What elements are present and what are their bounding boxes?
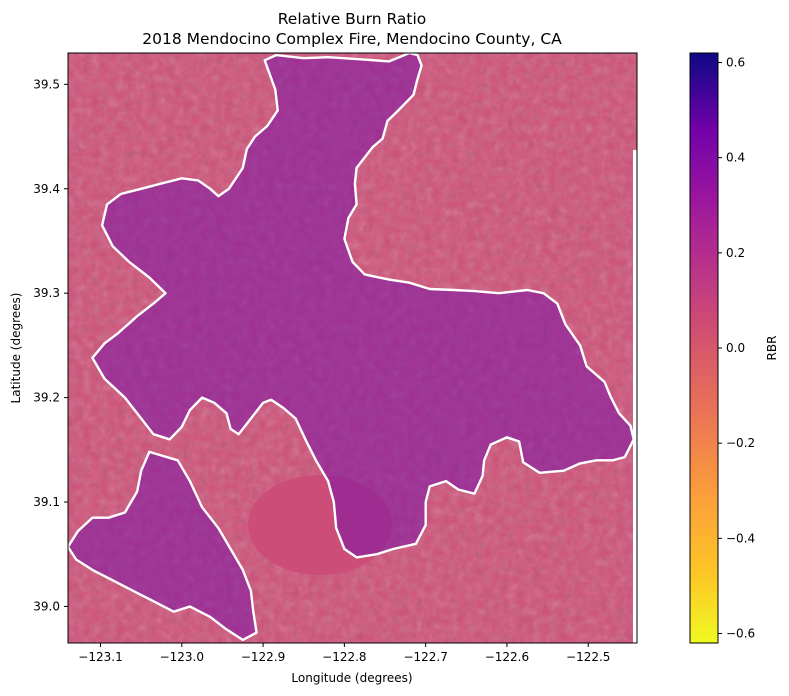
chart-title-line-1: Relative Burn Ratio <box>278 10 427 28</box>
colorbar-tick-label: 0.2 <box>726 246 745 260</box>
colorbar-tick-label: 0.0 <box>726 341 745 355</box>
x-tick-label: −122.5 <box>566 650 610 664</box>
colorbar-tick-label: −0.4 <box>726 531 755 545</box>
plot-frame <box>67 52 638 644</box>
y-tick-label: 39.4 <box>33 182 60 196</box>
x-tick-label: −122.9 <box>241 650 285 664</box>
y-tick-label: 39.0 <box>33 599 60 613</box>
x-tick-label: −122.8 <box>322 650 366 664</box>
plot-area <box>68 53 637 643</box>
x-axis-label: Longitude (degrees) <box>291 671 412 685</box>
fire-area-fill-2 <box>68 451 257 640</box>
colorbar-tick-label: −0.6 <box>726 626 755 640</box>
colorbar-tick-label: −0.2 <box>726 436 755 450</box>
y-tick-label: 39.2 <box>33 391 60 405</box>
chart-title-line-2: 2018 Mendocino Complex Fire, Mendocino C… <box>142 30 562 48</box>
colorbar-label: RBR <box>765 336 779 361</box>
y-tick-label: 39.5 <box>33 77 60 91</box>
fire-perimeter-1 <box>91 53 635 559</box>
colorbar-tick-label: 0.4 <box>726 151 745 165</box>
x-tick-label: −122.6 <box>485 650 529 664</box>
y-tick-label: 39.1 <box>33 495 60 509</box>
y-axis-label: Latitude (degrees) <box>9 293 23 404</box>
y-tick-label: 39.3 <box>33 286 60 300</box>
x-tick-label: −122.7 <box>403 650 447 664</box>
colorbar <box>689 52 719 644</box>
no-data-strip <box>633 150 637 643</box>
fire-area-fill-1 <box>92 53 634 558</box>
fire-perimeter-2 <box>68 450 258 642</box>
colorbar-tick-label: 0.6 <box>726 56 745 70</box>
x-tick-label: −123.1 <box>78 650 122 664</box>
x-tick-label: −123.0 <box>160 650 204 664</box>
